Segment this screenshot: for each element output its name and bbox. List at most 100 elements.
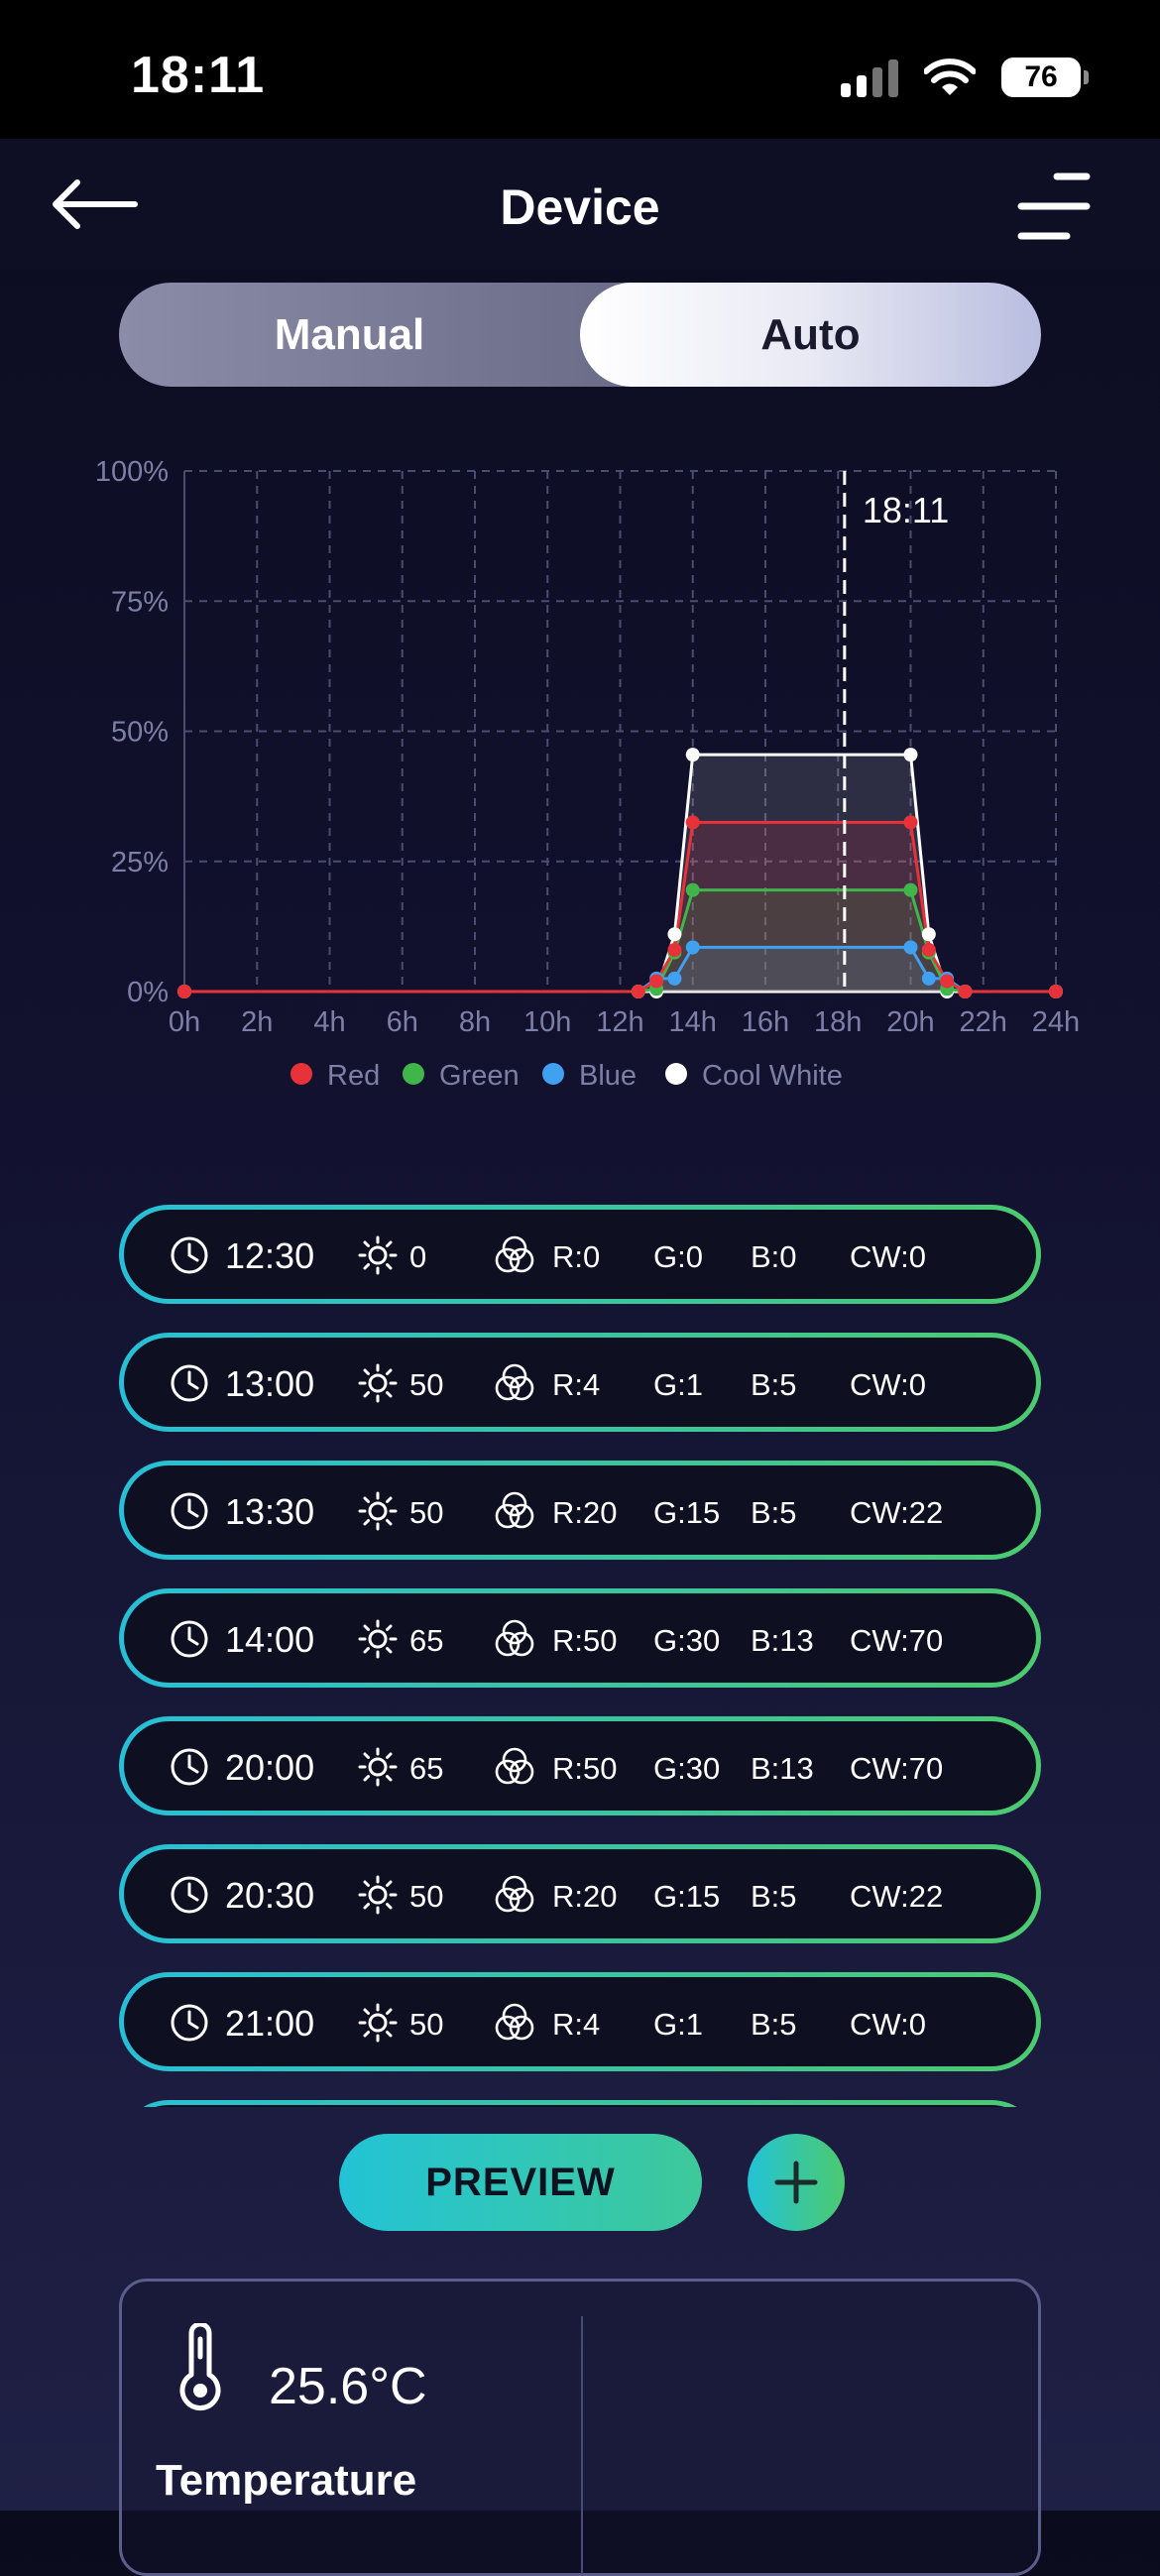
schedule-row[interactable]: 21:00 50 R:4 G:1 B:5 CW:0 (119, 1972, 1041, 2071)
series-area (184, 755, 1056, 992)
row-time: 14:00 (225, 1619, 315, 1660)
row-cool-white: CW:70 (850, 1623, 944, 1658)
row-green: G:1 (653, 2007, 703, 2042)
rgb-circles-icon (495, 1747, 534, 1785)
data-point (921, 927, 936, 942)
data-point (903, 815, 918, 830)
legend-marker (290, 1063, 312, 1085)
menu-button[interactable] (1013, 169, 1093, 244)
row-time: 20:00 (225, 1747, 315, 1788)
y-tick-label: 25% (111, 847, 169, 878)
nav-bar: Device (0, 139, 1160, 270)
legend-marker (665, 1063, 687, 1085)
row-red: R:50 (552, 1623, 618, 1658)
schedule-list: 12:30 0 R:0 G:0 B:0 CW:0 (119, 1205, 1041, 2107)
battery-icon: 76 (1001, 58, 1089, 97)
row-cool-white: CW:22 (850, 1879, 944, 1914)
schedule-row-inner: 13:30 50 R:20 G:15 B:5 CW:22 (124, 1465, 1036, 1555)
schedule-row[interactable]: 14:00 65 R:50 G:30 B:13 CW:70 (119, 1588, 1041, 1688)
row-brightness: 50 (409, 2007, 444, 2042)
add-button[interactable] (748, 2134, 845, 2231)
row-cool-white: CW:0 (850, 1239, 926, 1274)
row-blue: B:5 (751, 1879, 797, 1914)
thermometer-icon (179, 2323, 221, 2411)
arrow-left-icon (53, 179, 138, 229)
mode-toggle: Manual Auto (119, 283, 1041, 387)
data-point (685, 748, 700, 762)
data-point (921, 943, 936, 957)
x-tick-label: 6h (387, 1006, 418, 1038)
rgb-circles-icon (495, 1491, 534, 1529)
row-blue: B:5 (751, 1367, 797, 1402)
x-tick-label: 22h (960, 1006, 1007, 1038)
y-tick-label: 0% (127, 977, 169, 1008)
data-point (649, 974, 664, 989)
row-blue: B:5 (751, 1495, 797, 1530)
preview-button[interactable]: PREVIEW (339, 2134, 702, 2231)
temperature-value: 25.6°C (269, 2358, 427, 2415)
row-blue: B:0 (751, 1239, 797, 1274)
x-tick-label: 24h (1032, 1006, 1080, 1038)
data-point (685, 815, 700, 830)
data-point (667, 971, 682, 986)
sun-icon (358, 1747, 398, 1787)
x-tick-label: 10h (523, 1006, 571, 1038)
data-point (631, 985, 645, 998)
back-button[interactable] (48, 175, 139, 234)
y-tick-label: 50% (111, 717, 169, 749)
row-brightness: 65 (409, 1751, 444, 1786)
x-tick-label: 16h (742, 1006, 789, 1038)
legend-marker (542, 1063, 564, 1085)
clock-icon (171, 1620, 208, 1658)
schedule-row-inner (124, 2105, 1036, 2107)
row-brightness: 0 (409, 1239, 427, 1274)
data-point (685, 940, 700, 955)
status-time: 18:11 (131, 47, 266, 104)
schedule-row[interactable] (119, 2100, 1041, 2107)
row-red: R:4 (552, 1367, 601, 1402)
info-card: 25.6°C Temperature (119, 2279, 1041, 2576)
row-blue: B:13 (751, 1751, 814, 1786)
clock-icon (171, 1748, 208, 1786)
temperature-label: Temperature (156, 2456, 417, 2505)
row-red: R:0 (552, 1239, 601, 1274)
row-time: 20:30 (225, 1875, 315, 1916)
clock-icon (171, 1364, 208, 1402)
menu-icon (1017, 173, 1091, 240)
row-green: G:1 (653, 1367, 703, 1402)
plus-icon (774, 2161, 818, 2204)
schedule-row[interactable]: 20:30 50 R:20 G:15 B:5 CW:22 (119, 1844, 1041, 1943)
light-schedule-chart: 0h 2h 4h 6h 8h 10h 12h 14h 16h 18h 20h 22h 24h 0% 25% 5… (95, 456, 1080, 1092)
data-point (903, 748, 918, 762)
legend-label: Blue (579, 1060, 637, 1092)
row-cool-white: CW:70 (850, 1751, 944, 1786)
x-tick-label: 2h (241, 1006, 273, 1038)
status-bar: 18:11 76 (0, 0, 1160, 139)
row-brightness: 50 (409, 1879, 444, 1914)
row-cool-white: CW:22 (850, 1495, 944, 1530)
series-area (184, 822, 1056, 992)
cellular-signal-icon (841, 58, 898, 97)
data-point (667, 927, 682, 942)
row-green: G:15 (653, 1495, 721, 1530)
legend-label: Cool White (702, 1060, 843, 1092)
schedule-row[interactable]: 20:00 65 R:50 G:30 B:13 CW:70 (119, 1716, 1041, 1815)
schedule-row[interactable]: 13:30 50 R:20 G:15 B:5 CW:22 (119, 1461, 1041, 1560)
schedule-row-inner: 21:00 50 R:4 G:1 B:5 CW:0 (124, 1977, 1036, 2066)
legend-label: Red (327, 1060, 380, 1092)
x-tick-label: 4h (313, 1006, 345, 1038)
row-red: R:4 (552, 2007, 601, 2042)
schedule-row[interactable]: 12:30 0 R:0 G:0 B:0 CW:0 (119, 1205, 1041, 1304)
sun-icon (358, 1491, 398, 1531)
clock-icon (171, 1876, 208, 1914)
x-tick-label: 14h (669, 1006, 717, 1038)
data-point (921, 971, 936, 986)
tab-auto[interactable]: Auto (580, 283, 1041, 387)
data-point (685, 882, 700, 897)
rgb-circles-icon (495, 2003, 534, 2041)
row-red: R:20 (552, 1495, 618, 1530)
schedule-row[interactable]: 13:00 50 R:4 G:1 B:5 CW:0 (119, 1333, 1041, 1432)
legend-marker (403, 1063, 424, 1085)
tab-manual[interactable]: Manual (274, 310, 425, 359)
clock-icon (171, 1236, 208, 1274)
